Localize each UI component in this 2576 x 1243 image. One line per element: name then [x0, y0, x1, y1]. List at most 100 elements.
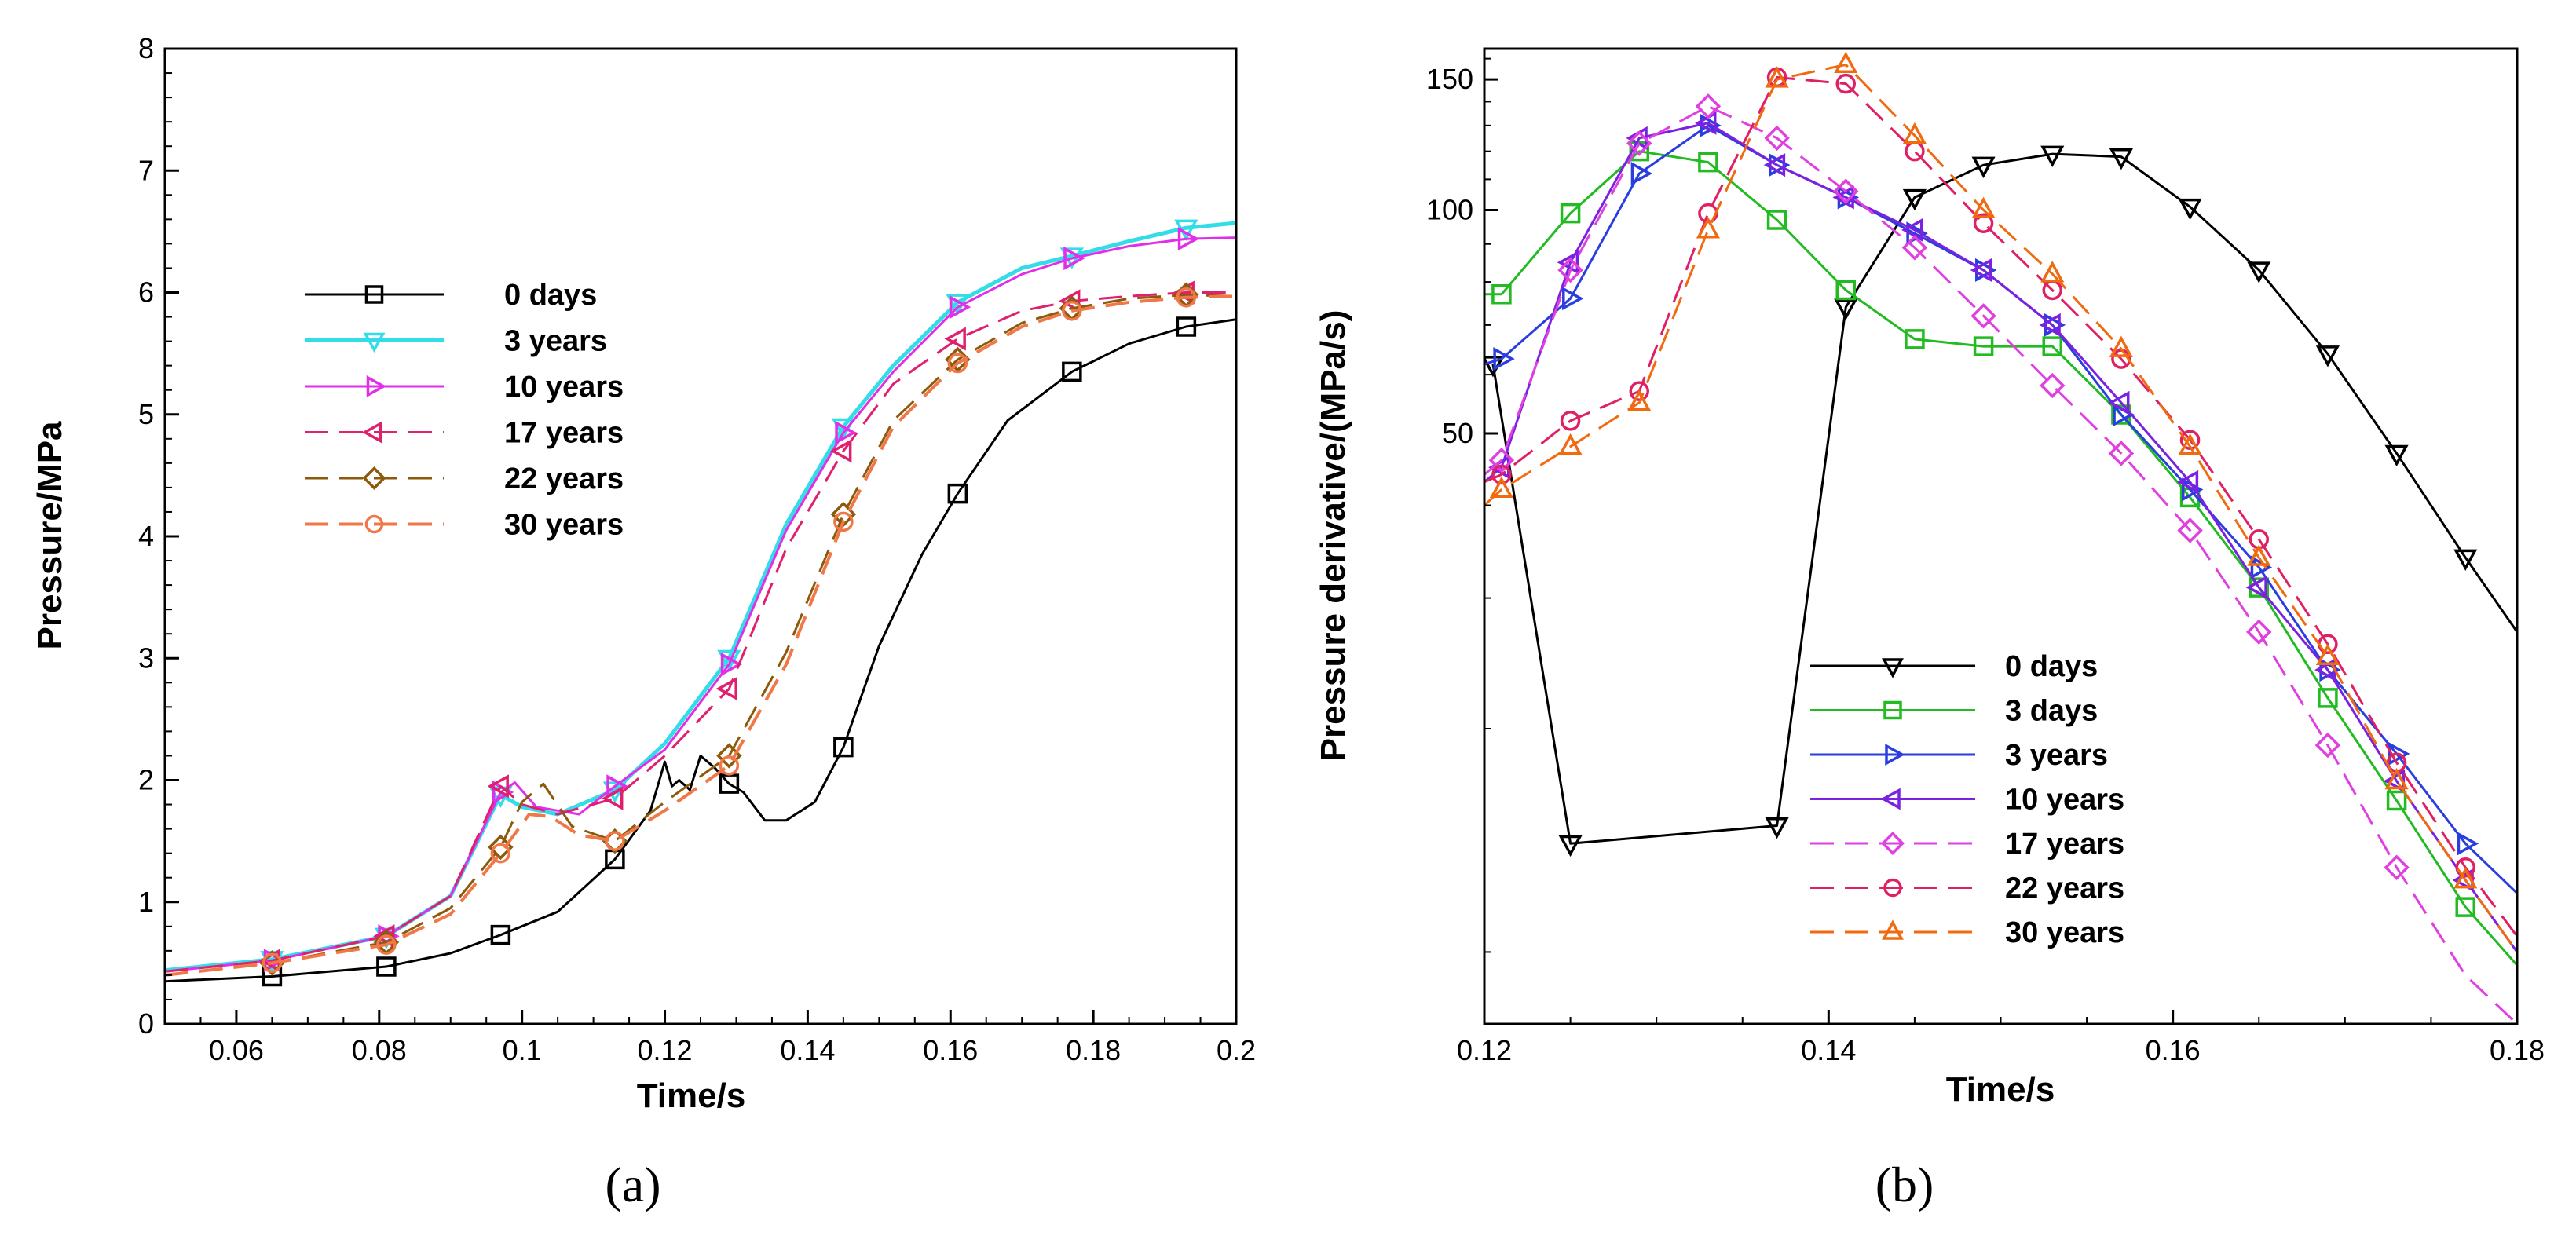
panel-a-data-point: [944, 327, 966, 351]
panel-b-data-point: [1835, 73, 1856, 94]
panel-b-series-0: [1484, 145, 2517, 857]
panel-b-data-point: [1560, 411, 1581, 431]
panel-b-data-point: [1695, 111, 1717, 135]
panel-a-legend-label: 22 years: [504, 462, 624, 495]
panel-b-data-point: [2315, 643, 2340, 665]
panel-b-data-point: [2250, 555, 2273, 579]
panel-b-data-point: [1489, 476, 1513, 499]
panel-a-legend-item: 10 years: [305, 371, 624, 404]
panel-a-data-point: [1059, 289, 1081, 313]
panel-a-data-point: [947, 353, 968, 374]
panel-a-data-point: [1062, 301, 1082, 321]
panel-a-y-tick-label: 1: [138, 886, 154, 918]
panel-b-series-line: [1491, 152, 2517, 845]
panel-a-y-tick-label: 2: [138, 764, 154, 796]
panel-a-legend-marker: [364, 285, 384, 304]
panel-a-data-point: [720, 652, 743, 677]
panel-b-data-point: [1763, 153, 1786, 177]
panel-b-legend-marker: [1882, 919, 1904, 940]
panel-b-series-line: [1484, 75, 2517, 938]
panel-a-legend-label: 0 days: [504, 279, 597, 312]
panel-b-legend-marker: [1881, 832, 1905, 855]
panel-a-series-line: [165, 236, 1236, 973]
panel-b-data-point: [2044, 313, 2066, 337]
panel-b-data-point: [2318, 688, 2338, 708]
panel-b-plot-frame: [1483, 47, 2519, 1025]
panel-a-series-0: [165, 316, 1236, 987]
panel-a-series: [165, 219, 1236, 987]
panel-b-data-point: [2314, 732, 2341, 759]
panel-a-legend-label: 30 years: [504, 509, 624, 542]
panel-b-data-point: [1971, 156, 1996, 178]
panel-b-legend-item: 30 years: [1810, 916, 2124, 949]
panel-b-x-tick-label: 0.14: [1801, 1034, 1856, 1066]
panel-b-data-point: [1491, 464, 1512, 485]
panel-b-data-point: [1765, 66, 1789, 88]
panel-a-x-tick-label: 0.1: [503, 1034, 542, 1066]
panel-a-plot-frame: [163, 47, 1238, 1025]
panel-a-data-point: [605, 831, 625, 851]
panel-b-y-tick-label: 100: [1426, 194, 1473, 226]
panel-b-axes: 0.12 0.14 0.16 0.18 50 100 150: [1426, 47, 2545, 1066]
panel-b-data-point: [2040, 145, 2065, 167]
panel-a-data-point: [1177, 227, 1200, 251]
panel-b-data-point: [1764, 125, 1790, 152]
panel-a-legend: 0 days 3 years 10 years 17 years 22 years 30 …: [305, 279, 624, 542]
panel-b-data-point: [2039, 313, 2061, 337]
panel-a-data-point: [262, 952, 283, 974]
panel-a-data-point: [719, 755, 740, 776]
panel-a-legend-marker: [361, 421, 382, 444]
panel-b-data-point: [1834, 298, 1858, 320]
panel-b-data-point: [1562, 287, 1584, 311]
panel-b-data-point: [2457, 832, 2479, 856]
panel-b-data-point: [1630, 161, 1653, 186]
panel-b-legend-marker: [1882, 658, 1904, 678]
panel-a-y-tick-label: 5: [138, 398, 154, 430]
panel-b-y-tick-label: 50: [1442, 417, 1473, 449]
panel-b-series-line: [1484, 122, 2517, 953]
panel-b-data-point: [1698, 152, 1718, 173]
panel-a-legend-label: 10 years: [504, 371, 624, 404]
panel-a-data-point: [1176, 316, 1197, 337]
panel-a-data-point: [947, 483, 968, 504]
panel-b-data-point: [2455, 857, 2475, 878]
panel-b-data-point: [1626, 130, 1652, 156]
panel-b-data-point: [1833, 178, 1859, 204]
panel-b-data-point: [2455, 897, 2475, 917]
panel-a-data-point: [376, 934, 397, 955]
panel-a-data-point: [1062, 361, 1082, 382]
panel-a-legend-marker: [366, 375, 387, 397]
panel-b-caption: (b): [1875, 1157, 1934, 1212]
panel-b-legend-item: 10 years: [1810, 784, 2124, 817]
panel-b-data-point: [1834, 51, 1858, 73]
panel-a-data-point: [715, 677, 737, 701]
panel-a-x-tick-label: 0.12: [637, 1034, 692, 1066]
panel-a-y-tick-label: 6: [138, 276, 154, 309]
panel-a-x-tick-label: 0.08: [352, 1034, 407, 1066]
panel-b-data-point: [1835, 280, 1856, 301]
panel-b-x-tick-label: 0.18: [2490, 1034, 2545, 1066]
panel-b-series-4: [1484, 93, 2517, 1024]
panel-b-legend-item: 3 days: [1810, 695, 2098, 728]
panel-b-series-line: [1484, 150, 2517, 967]
panel-b-legend-item: 0 days: [1810, 650, 2098, 683]
panel-b-data-point: [1557, 257, 1583, 283]
panel-b: 0.12 0.14 0.16 0.18 50 100 150 Time/s Pressure…: [1314, 47, 2545, 1212]
panel-b-data-point: [1765, 817, 1789, 839]
panel-b-data-point: [2245, 576, 2267, 600]
panel-b-data-point: [1971, 196, 1996, 219]
panel-b-data-point: [2247, 261, 2271, 283]
panel-b-data-point: [2246, 619, 2272, 645]
panel-b-data-point: [1973, 336, 1994, 356]
panel-a-legend-label: 17 years: [504, 417, 624, 450]
panel-a-y-tick-label: 0: [138, 1007, 154, 1040]
panel-b-legend-label: 3 years: [2005, 739, 2108, 772]
panel-b-data-point: [1695, 93, 1722, 119]
panel-b-data-point: [1905, 329, 1925, 349]
panel-a-data-point: [487, 774, 509, 799]
panel-a-data-point: [833, 511, 854, 532]
panel-a: 0.06 0.08 0.1 0.12 0.14 0.16 0.18 0.2012345678 …: [31, 32, 1256, 1212]
panel-a-x-tick-label: 0.2: [1217, 1034, 1256, 1066]
panel-a-data-point: [949, 295, 971, 320]
panel-b-data-point: [2109, 335, 2133, 357]
